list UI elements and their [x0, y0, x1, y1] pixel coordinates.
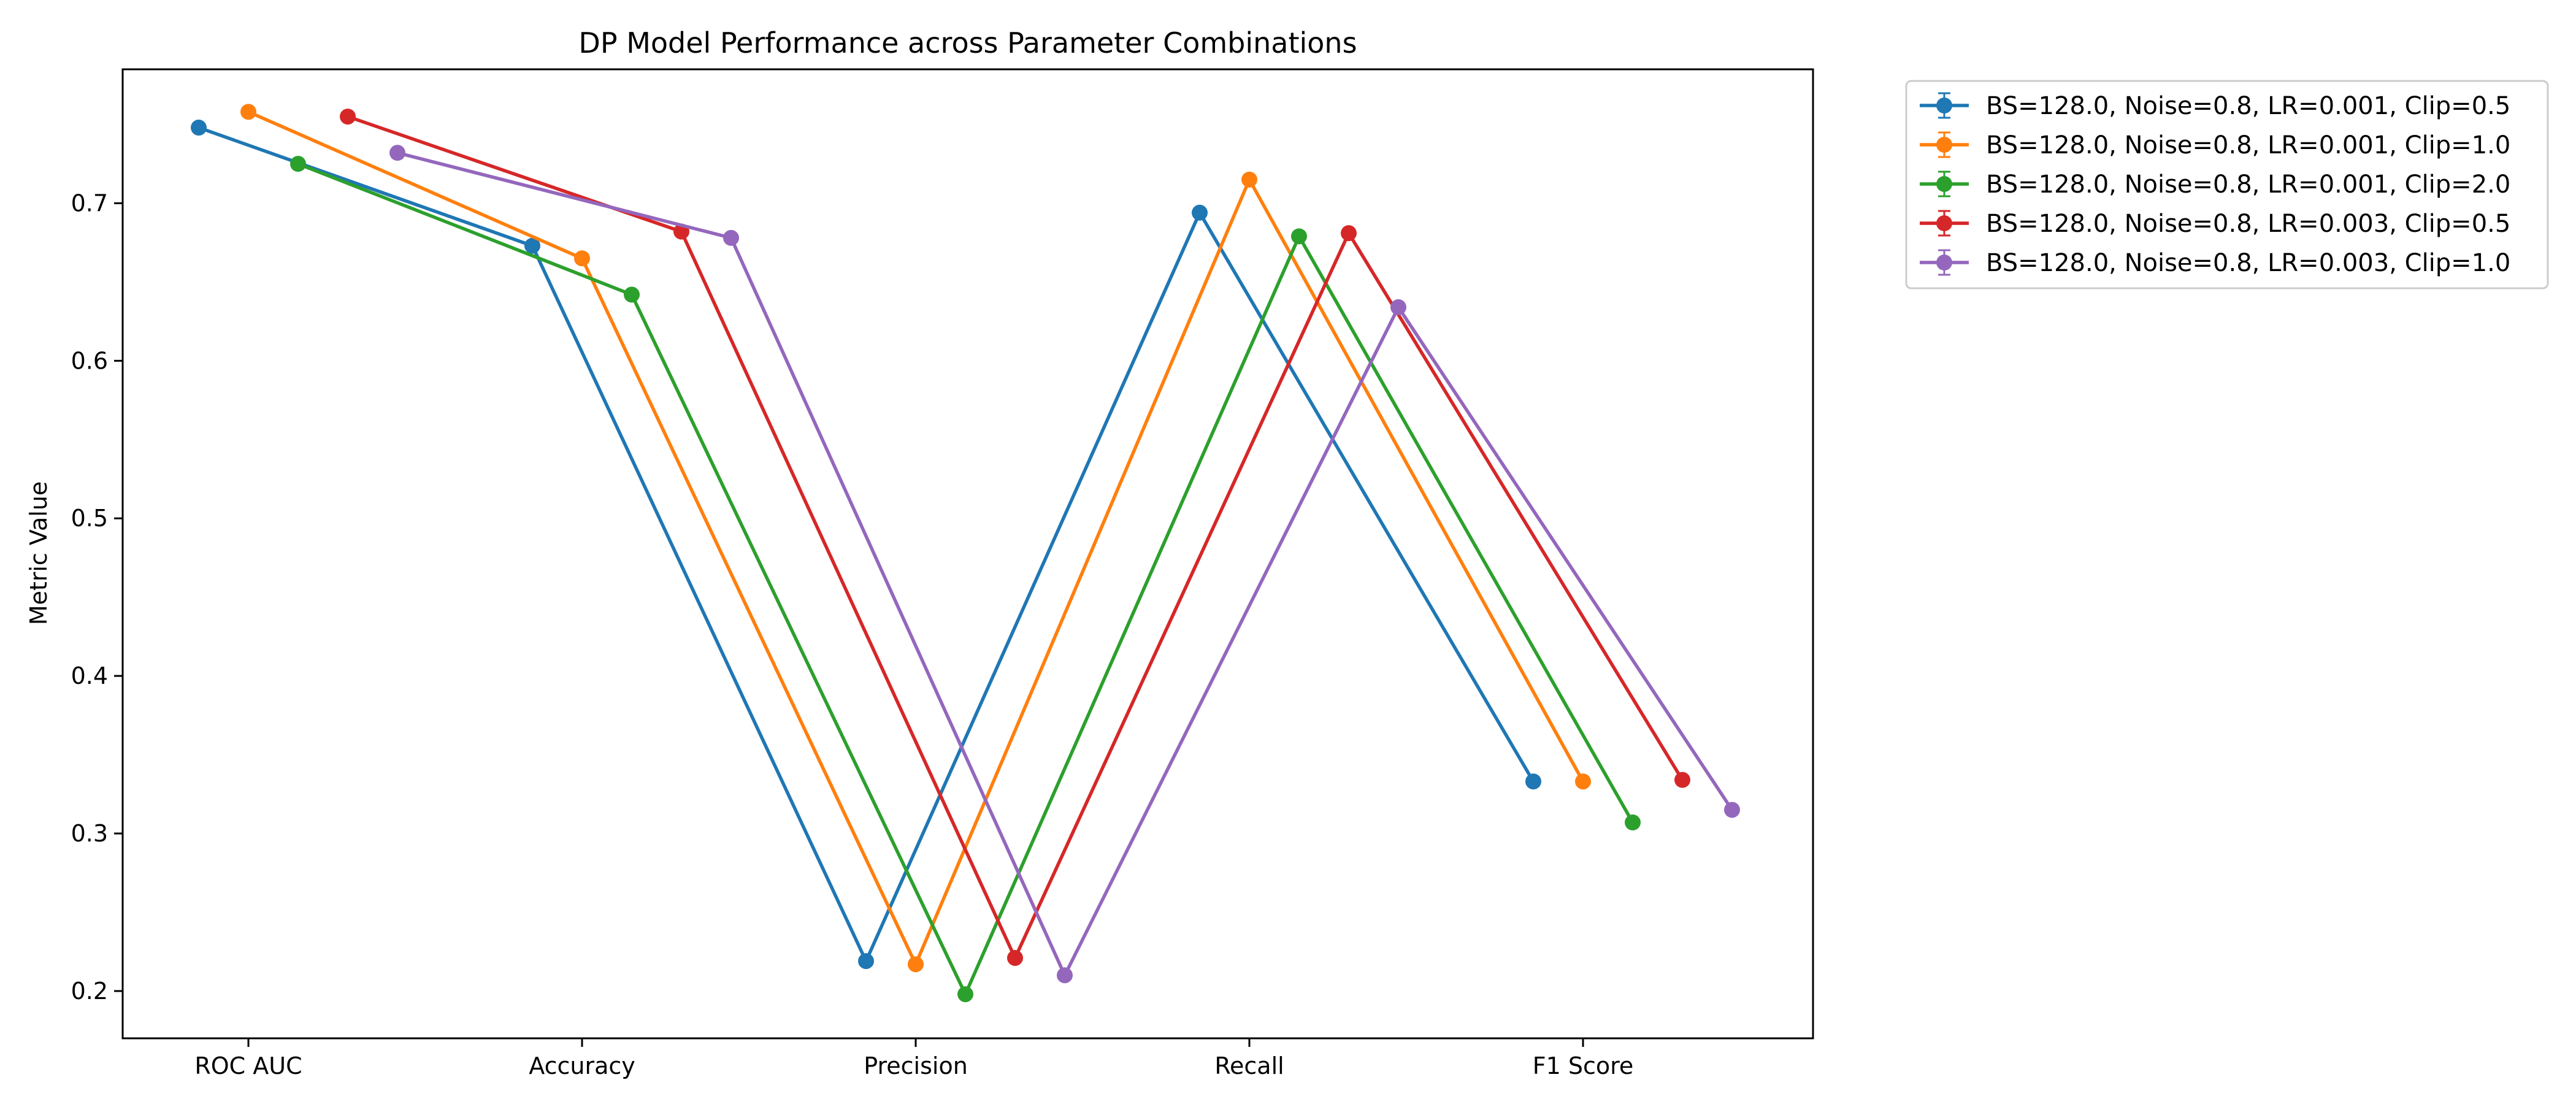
- data-point: [524, 237, 540, 254]
- series-1: [191, 120, 1541, 970]
- legend-item: BS=128.0, Noise=0.8, LR=0.001, Clip=2.0: [1920, 170, 2510, 199]
- axis-ticks: 0.2 0.3 0.4 0.5 0.6 0.7 ROC AUC Accuracy Precisi…: [71, 190, 1634, 1079]
- y-tick-label: 0.2: [71, 978, 108, 1005]
- data-point: [290, 156, 306, 172]
- y-tick-label: 0.5: [71, 505, 108, 532]
- data-point: [1341, 225, 1357, 242]
- data-point: [1724, 802, 1740, 818]
- legend-marker: [1936, 215, 1952, 231]
- plot-area: [191, 104, 1740, 1003]
- y-tick-label: 0.6: [71, 347, 108, 374]
- data-point: [389, 145, 405, 161]
- x-tick-label: Recall: [1214, 1052, 1284, 1079]
- series-3: [290, 156, 1641, 1003]
- legend-marker: [1936, 98, 1952, 113]
- data-point: [1291, 228, 1307, 245]
- data-point: [574, 250, 590, 267]
- series-5: [389, 145, 1740, 984]
- legend-marker: [1936, 255, 1952, 270]
- legend: BS=128.0, Noise=0.8, LR=0.001, Clip=0.5 B…: [1905, 80, 2549, 289]
- data-point: [957, 986, 973, 1003]
- data-point: [858, 953, 874, 970]
- legend-item: BS=128.0, Noise=0.8, LR=0.001, Clip=0.5: [1920, 92, 2510, 120]
- legend-label: BS=128.0, Noise=0.8, LR=0.001, Clip=0.5: [1986, 92, 2510, 120]
- data-point: [1192, 204, 1208, 221]
- plot-frame: [121, 68, 1814, 1040]
- data-point: [191, 120, 207, 136]
- data-point: [624, 286, 640, 303]
- x-tick-label: Accuracy: [529, 1052, 635, 1079]
- y-axis-label: Metric Value: [25, 481, 52, 626]
- data-point: [1241, 171, 1257, 188]
- y-tick-label: 0.4: [71, 662, 108, 689]
- series-line: [198, 126, 1535, 963]
- x-tick-label: ROC AUC: [194, 1052, 302, 1079]
- legend-label: BS=128.0, Noise=0.8, LR=0.001, Clip=1.0: [1986, 131, 2510, 159]
- legend-item: BS=128.0, Noise=0.8, LR=0.003, Clip=1.0: [1920, 249, 2510, 277]
- series-line: [297, 162, 1635, 996]
- data-point: [1575, 773, 1591, 790]
- legend-item: BS=128.0, Noise=0.8, LR=0.003, Clip=0.5: [1920, 210, 2510, 238]
- data-point: [340, 109, 356, 125]
- x-tick-label: Precision: [864, 1052, 968, 1079]
- legend-item: BS=128.0, Noise=0.8, LR=0.001, Clip=1.0: [1920, 131, 2510, 159]
- data-point: [240, 104, 256, 120]
- legend-label: BS=128.0, Noise=0.8, LR=0.001, Clip=2.0: [1986, 170, 2510, 199]
- series-2: [240, 104, 1591, 973]
- legend-marker: [1936, 137, 1952, 153]
- data-point: [1625, 814, 1641, 831]
- data-point: [1525, 773, 1541, 790]
- data-point: [1674, 772, 1690, 788]
- legend-label: BS=128.0, Noise=0.8, LR=0.003, Clip=0.5: [1986, 210, 2510, 238]
- chart-title: DP Model Performance across Parameter Co…: [578, 26, 1357, 59]
- data-point: [1390, 299, 1406, 315]
- series-4: [340, 109, 1690, 966]
- legend-label: BS=128.0, Noise=0.8, LR=0.003, Clip=1.0: [1986, 249, 2510, 277]
- data-point: [1057, 967, 1073, 984]
- y-tick-label: 0.7: [71, 190, 108, 216]
- data-point: [1007, 949, 1023, 966]
- series-line: [247, 110, 1585, 967]
- data-point: [908, 956, 924, 973]
- y-tick-label: 0.3: [71, 820, 108, 847]
- x-tick-label: F1 Score: [1533, 1052, 1634, 1079]
- legend-marker: [1936, 176, 1952, 192]
- legend-frame: [1905, 80, 2549, 289]
- data-point: [723, 229, 739, 246]
